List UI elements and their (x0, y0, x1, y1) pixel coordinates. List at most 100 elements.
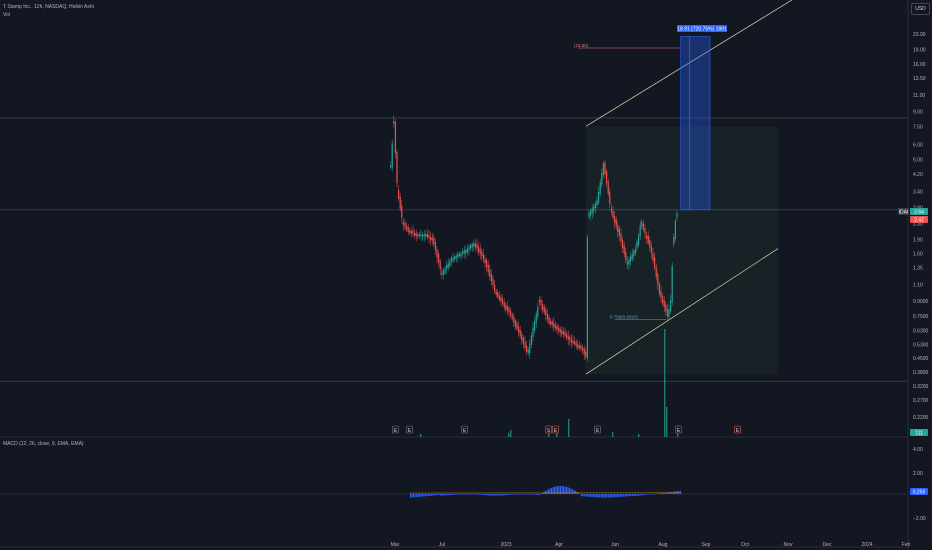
event-marker-label: E (736, 428, 740, 434)
price-axis[interactable]: 23.00 19.00 16.00 13.50 11.00 9.00 7.50 6.00 5.0… (907, 0, 929, 550)
candle (519, 330, 521, 336)
channel-upper-line (585, 0, 793, 127)
candle (654, 257, 656, 268)
candle (618, 229, 620, 236)
candle (449, 261, 451, 266)
candle (426, 234, 428, 237)
candle (586, 237, 588, 359)
candle (554, 324, 556, 329)
macd-bar (570, 488, 572, 494)
macd-bar (477, 494, 479, 495)
channel-zone (585, 126, 778, 375)
candle (663, 300, 665, 307)
macd-bar (641, 494, 643, 496)
candle (556, 326, 558, 330)
macd-bar (669, 492, 671, 494)
candle (474, 243, 476, 248)
candle (422, 235, 424, 238)
macd-bar (663, 492, 665, 494)
macd-bar (606, 494, 608, 498)
chart-grid (0, 436, 907, 548)
candle (548, 317, 550, 323)
candle (481, 251, 483, 257)
price-tick-label: 19.00 (913, 48, 926, 54)
macd-bar (680, 490, 682, 494)
candle (622, 240, 624, 249)
candle (623, 245, 625, 254)
candle (468, 246, 470, 251)
target-price-label: (15.86) (574, 43, 589, 48)
macd-tick-label: 2.00 (913, 471, 923, 477)
macd-bar (419, 494, 421, 497)
macd-bar (450, 494, 452, 496)
candle (423, 234, 425, 237)
candle (497, 292, 499, 297)
last-price-badge-bg (910, 208, 928, 215)
channel-drawings (0, 0, 907, 382)
macd-bar (513, 494, 515, 495)
time-axis[interactable]: Mar Jul 2023 Apr Jun Aug Sep Oct Nov Dec 2024 Feb (391, 542, 911, 548)
candle (500, 296, 502, 302)
event-marker-box (734, 425, 741, 434)
macd-bar (507, 494, 509, 496)
macd-bar (432, 494, 434, 496)
candle (542, 304, 544, 310)
macd-bar (425, 494, 427, 497)
candle (438, 254, 440, 263)
candle (425, 234, 427, 237)
price-tick-label: 16.00 (913, 62, 926, 68)
candle (588, 212, 590, 218)
candle (455, 255, 457, 259)
macd-bar (440, 494, 442, 496)
macd-bar (644, 494, 646, 495)
macd-bar (597, 494, 599, 498)
candle (522, 338, 524, 344)
candle (626, 261, 628, 265)
candlestick-series (390, 115, 678, 362)
volume-bar (556, 432, 558, 437)
macd-bar (657, 493, 659, 494)
candle (434, 242, 436, 251)
macd-bar (627, 494, 629, 497)
candle (561, 330, 563, 335)
candle (617, 225, 619, 232)
candle (615, 219, 617, 227)
candle (668, 309, 670, 318)
macd-bar (633, 494, 635, 496)
candle (593, 206, 595, 211)
candle (398, 189, 400, 199)
macd-bar (501, 494, 503, 496)
currency-button[interactable]: USD (911, 3, 930, 15)
candle (463, 250, 465, 254)
macd-bar (423, 494, 425, 497)
candle (602, 163, 604, 176)
price-tick-label: 3.40 (913, 189, 923, 195)
candle (460, 253, 462, 257)
event-marker-box (461, 425, 468, 434)
candle (442, 270, 444, 275)
price-tick-label: 0.9000 (913, 299, 929, 305)
candle (476, 243, 478, 249)
macd-bar (420, 494, 422, 497)
candle (503, 302, 505, 307)
candle (417, 234, 419, 237)
macd-bar (603, 494, 605, 498)
candle (465, 250, 467, 254)
macd-bar (590, 494, 592, 497)
candle (436, 249, 438, 258)
macd-bar (648, 494, 650, 495)
candle (518, 326, 520, 333)
candle (406, 225, 408, 230)
candle (630, 256, 632, 262)
candle (577, 344, 579, 348)
candle (559, 329, 561, 333)
candle (516, 323, 518, 329)
candle (410, 230, 412, 234)
macd-bar (446, 494, 448, 496)
candle (649, 240, 651, 248)
macd-bar (557, 486, 559, 494)
price-tick-label: 0.2700 (913, 398, 929, 404)
macd-bar (468, 494, 470, 495)
